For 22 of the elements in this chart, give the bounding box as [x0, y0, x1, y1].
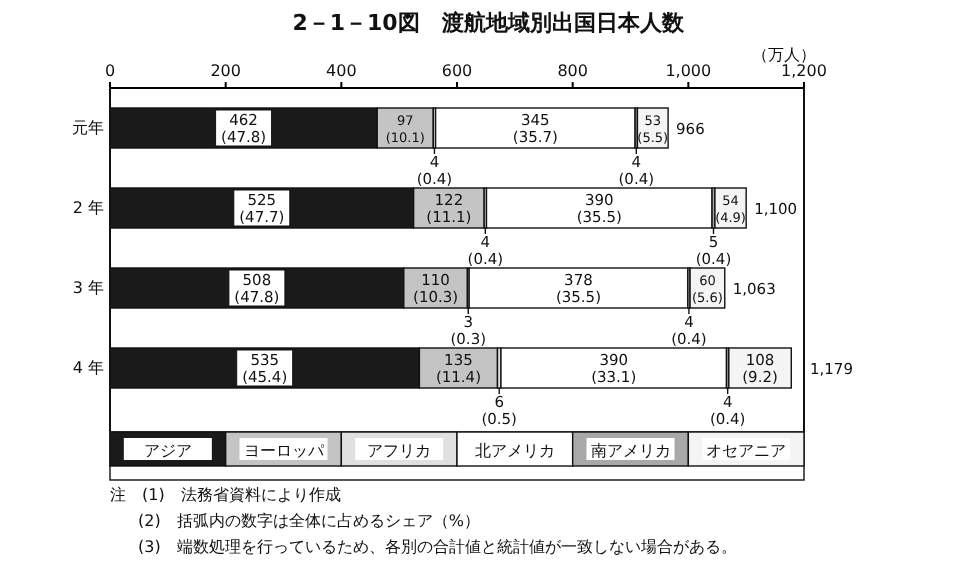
text: アジア [143, 442, 192, 460]
x-tick-label: 1,200 [781, 62, 827, 80]
text: ヨーロッパ [243, 442, 326, 460]
chart-title: 2－1－10図 渡航地域別出国日本人数 [292, 10, 686, 36]
text: 南アメリカ [590, 442, 671, 460]
text: 注 (1) 法務省資料により作成 [110, 486, 341, 504]
x-tick-label: 800 [557, 62, 588, 80]
y-tick-label: 3 年 [72, 279, 104, 298]
text: 北アメリカ [474, 442, 555, 460]
y-tick-label: 2 年 [72, 199, 104, 218]
text: （万人） [752, 46, 816, 64]
text: (3) 端数処理を行っているため、各別の合計値と統計値が一致しない場合がある。 [138, 538, 737, 556]
text: (2) 括弧内の数字は全体に占めるシェア（%） [138, 512, 480, 530]
x-tick-label: 200 [210, 62, 241, 80]
text: アフリカ [367, 442, 432, 460]
x-tick-label: 0 [104, 62, 116, 80]
y-tick-label: 4 年 [72, 359, 104, 378]
x-tick-label: 600 [441, 62, 473, 80]
text: オセアニア [706, 442, 787, 460]
x-tick-label: 1,000 [665, 62, 712, 80]
y-tick-label: 元年 [72, 119, 104, 138]
x-tick-label: 400 [326, 62, 357, 80]
